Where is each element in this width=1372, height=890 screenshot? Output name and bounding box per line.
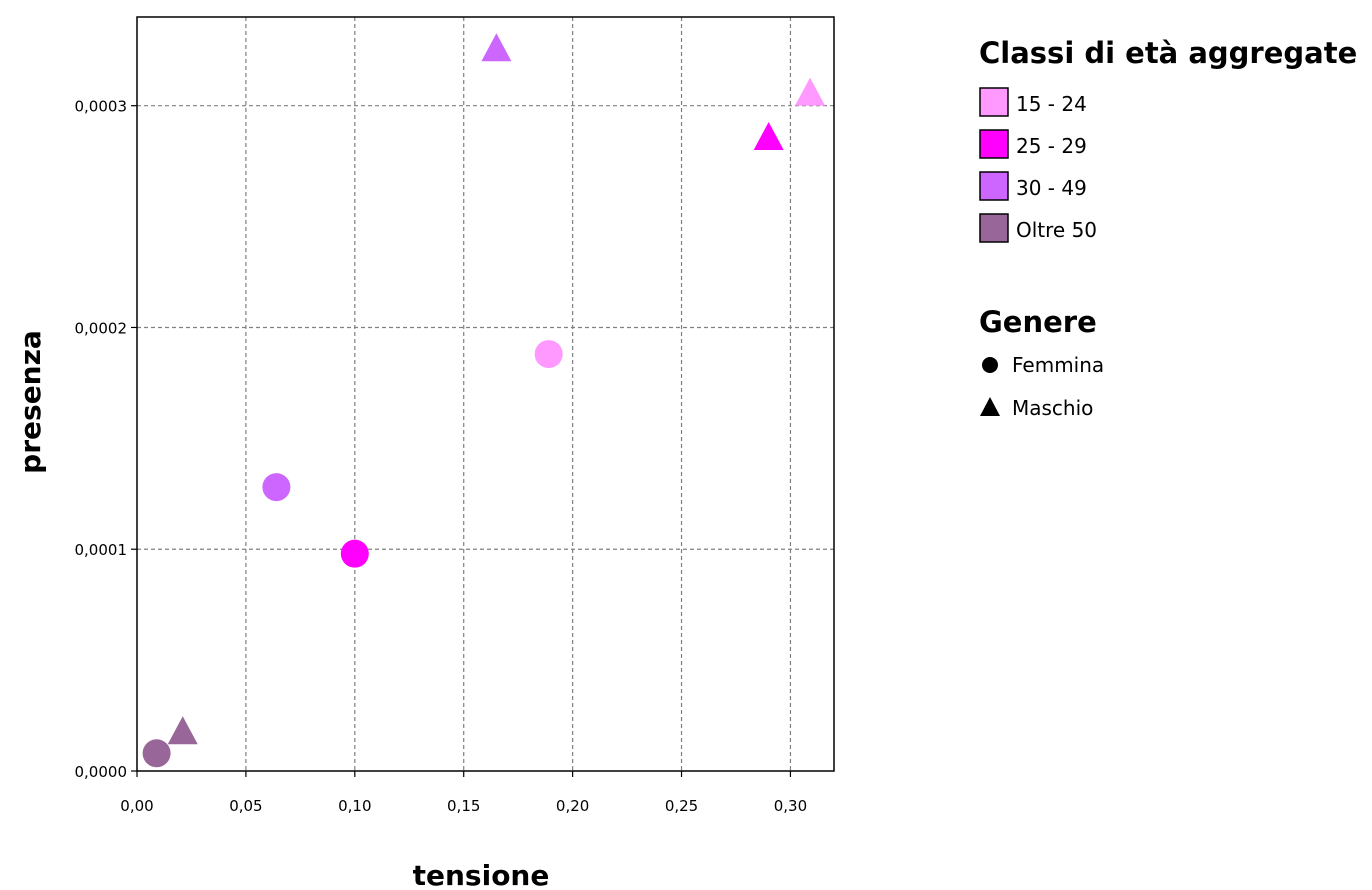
- legend-label: Oltre 50: [1016, 218, 1097, 242]
- data-point-circle: [142, 739, 171, 768]
- data-point-triangle: [167, 716, 198, 745]
- color-legend: 15 - 24 25 - 29 30 - 49 Oltre 50: [979, 87, 1097, 243]
- shape-legend-title: Genere: [979, 305, 1097, 339]
- x-axis-title: tensione: [413, 859, 550, 890]
- y-tick-label: 0,0000: [75, 763, 128, 781]
- y-tick-label: 0,0002: [75, 319, 128, 337]
- plot-area: [137, 17, 834, 771]
- data-point-triangle: [753, 121, 784, 150]
- shape-legend: Femmina Maschio: [980, 353, 1104, 420]
- legend-swatch: [979, 87, 1009, 117]
- y-tick-label: 0,0003: [75, 98, 128, 116]
- legend-label: 30 - 49: [1016, 176, 1087, 200]
- x-tick-label: 0,00: [120, 797, 153, 815]
- legend-triangle-icon: [980, 397, 1000, 416]
- color-legend-title: Classi di età aggregate: [979, 36, 1357, 70]
- legend-label: 15 - 24: [1016, 92, 1087, 116]
- data-points: [142, 33, 826, 768]
- x-tick-label: 0,10: [338, 797, 371, 815]
- axis-ticks: 0,00 0,05 0,10 0,15 0,20 0,25 0,30 0,0000 0,0001…: [75, 98, 808, 815]
- legend-swatch: [979, 213, 1009, 243]
- data-point-circle: [262, 473, 291, 502]
- x-tick-label: 0,05: [229, 797, 262, 815]
- y-axis-title: presenza: [14, 330, 47, 474]
- legend-swatch: [979, 129, 1009, 159]
- legend-label-femmina: Femmina: [1012, 353, 1104, 377]
- data-point-triangle: [795, 77, 826, 106]
- legend-label-maschio: Maschio: [1012, 396, 1093, 420]
- data-point-circle: [340, 539, 369, 568]
- x-tick-label: 0,15: [447, 797, 480, 815]
- x-tick-label: 0,30: [774, 797, 807, 815]
- x-tick-label: 0,20: [556, 797, 589, 815]
- plot-border: [136, 16, 835, 772]
- x-tick-label: 0,25: [665, 797, 698, 815]
- data-point-circle: [534, 340, 563, 369]
- legend-label: 25 - 29: [1016, 134, 1087, 158]
- data-point-triangle: [481, 33, 512, 62]
- y-tick-label: 0,0001: [75, 541, 128, 559]
- legend-circle-icon: [982, 357, 998, 373]
- legend-swatch: [979, 171, 1009, 201]
